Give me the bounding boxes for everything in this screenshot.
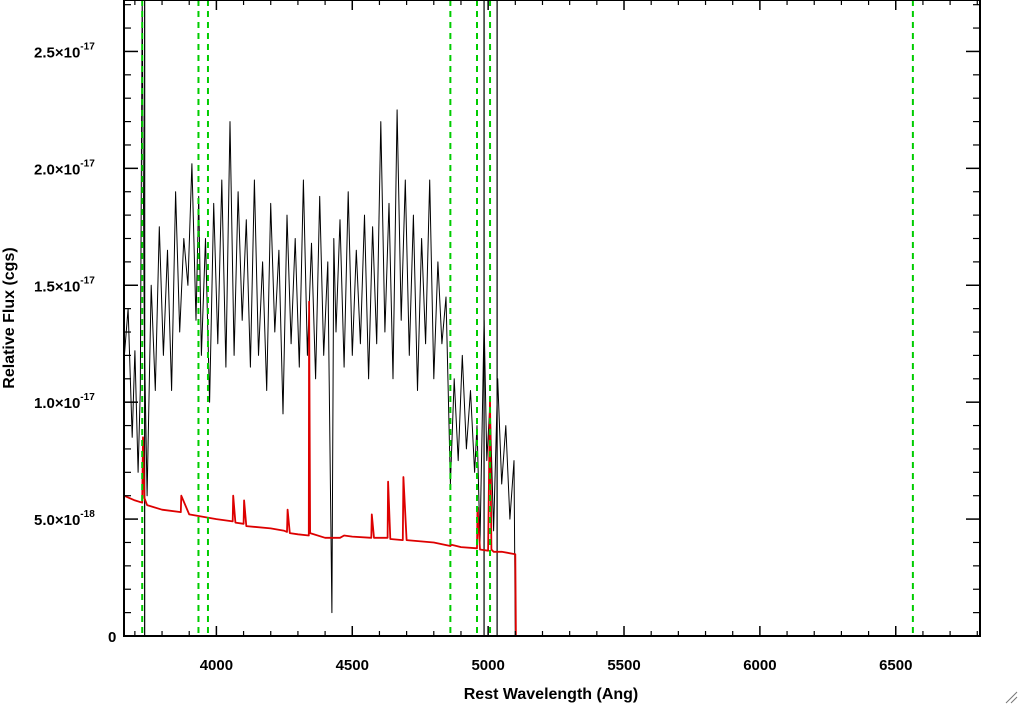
plot-frame <box>123 0 981 637</box>
x-tick-label: 5000 <box>471 657 504 674</box>
y-tick-label: 2.0×10-17 <box>34 158 95 178</box>
y-tick-label: 5.0×10-18 <box>34 509 95 529</box>
x-tick-label: 6500 <box>879 657 912 674</box>
x-tick-labels: 4000 4500 5000 5500 6000 6500 <box>200 657 913 674</box>
y-tick-label: 0 <box>108 629 116 646</box>
series-line-0 <box>124 0 516 636</box>
y-tick-label: 1.0×10-17 <box>34 392 95 412</box>
y-tick-label: 1.5×10-17 <box>34 275 95 295</box>
resize-grip-icon[interactable] <box>1004 690 1018 704</box>
plot-area <box>124 0 980 636</box>
x-axis-title: Rest Wavelength (Ang) <box>464 686 639 703</box>
x-tick-label: 5500 <box>607 657 640 674</box>
x-tick-label: 6000 <box>743 657 776 674</box>
x-tick-label: 4500 <box>336 657 369 674</box>
axis-ticks <box>124 0 980 637</box>
y-axis-title: Relative Flux (cgs) <box>1 247 18 388</box>
y-tick-labels: 0 5.0×10-18 1.0×10-17 1.5×10-17 2.0×10-17 2.5… <box>34 41 116 646</box>
series-line-1 <box>124 300 980 636</box>
x-tick-label: 4000 <box>200 657 233 674</box>
y-tick-label: 2.5×10-17 <box>34 41 95 61</box>
